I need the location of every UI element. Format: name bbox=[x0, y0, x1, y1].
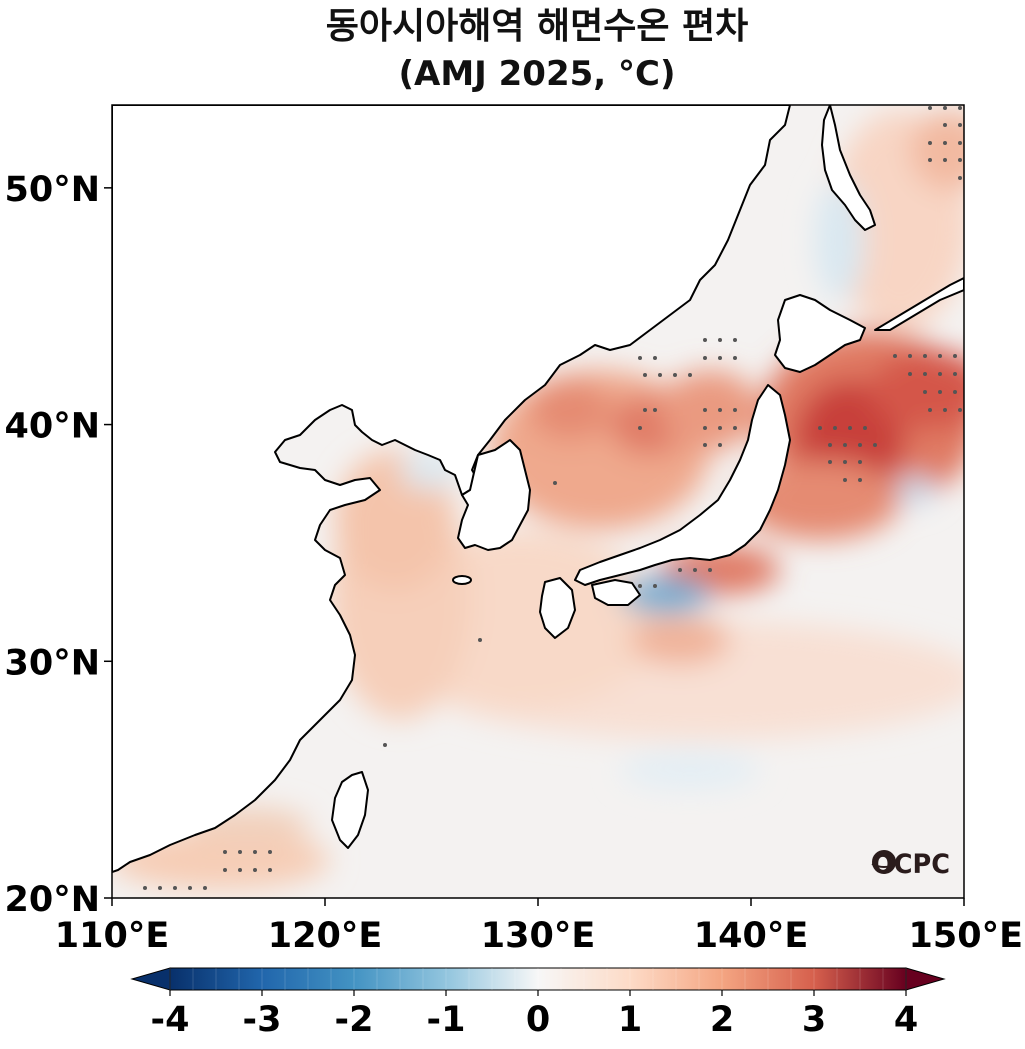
map-subtitle: (AMJ 2025, °C) bbox=[398, 54, 675, 94]
honshu bbox=[574, 384, 791, 586]
longitude-axis: 110°E 120°E 130°E 140°E 150°E bbox=[55, 898, 1023, 956]
colorbar-min-extension bbox=[130, 967, 171, 991]
lon-tick-label: 130°E bbox=[481, 916, 595, 956]
lat-tick-label: 50°N bbox=[5, 170, 101, 210]
lon-tick-label: 120°E bbox=[268, 916, 382, 956]
map-panel: OCPC bbox=[112, 105, 964, 898]
colorbar: -4 -3 -2 -1 0 1 2 3 4 bbox=[130, 967, 946, 1040]
colorbar-ticks: -4 -3 -2 -1 0 1 2 3 4 bbox=[151, 990, 918, 1040]
kuril-islands bbox=[874, 277, 964, 331]
taiwan bbox=[331, 771, 369, 849]
colorbar-tick-label: 4 bbox=[894, 1000, 918, 1040]
lat-tick-label: 20°N bbox=[5, 880, 101, 920]
colorbar-tick-label: 0 bbox=[526, 1000, 550, 1040]
latitude-axis: 20°N 30°N 40°N 50°N bbox=[5, 170, 112, 920]
continent-coastline bbox=[112, 105, 791, 873]
colorbar-tick-label: 2 bbox=[710, 1000, 734, 1040]
significance-stipple[interactable] bbox=[143, 106, 962, 890]
logo-text: OCPC bbox=[872, 849, 950, 880]
colorbar-segments bbox=[169, 968, 907, 990]
map-title: 동아시아해역 해면수온 편차 bbox=[326, 6, 749, 47]
ocpc-logo: OCPC bbox=[871, 849, 950, 880]
colorbar-tick-label: -1 bbox=[427, 1000, 466, 1040]
korean-peninsula bbox=[457, 439, 531, 551]
lon-tick-label: 150°E bbox=[909, 916, 1023, 956]
colorbar-tick-label: 1 bbox=[618, 1000, 642, 1040]
lat-tick-label: 30°N bbox=[5, 643, 101, 683]
colorbar-tick-label: 3 bbox=[802, 1000, 826, 1040]
jeju-island bbox=[452, 575, 472, 585]
sakhalin bbox=[821, 105, 876, 231]
colorbar-tick-label: -4 bbox=[151, 1000, 190, 1040]
colorbar-tick-label: -2 bbox=[335, 1000, 374, 1040]
hokkaido bbox=[774, 294, 866, 373]
kyushu bbox=[539, 577, 576, 639]
shikoku bbox=[591, 579, 641, 606]
colorbar-tick-label: -3 bbox=[243, 1000, 282, 1040]
lon-tick-label: 110°E bbox=[55, 916, 169, 956]
lat-tick-label: 40°N bbox=[5, 407, 101, 447]
landmass bbox=[112, 105, 964, 873]
colorbar-max-extension bbox=[905, 967, 946, 991]
lon-tick-label: 140°E bbox=[694, 916, 808, 956]
